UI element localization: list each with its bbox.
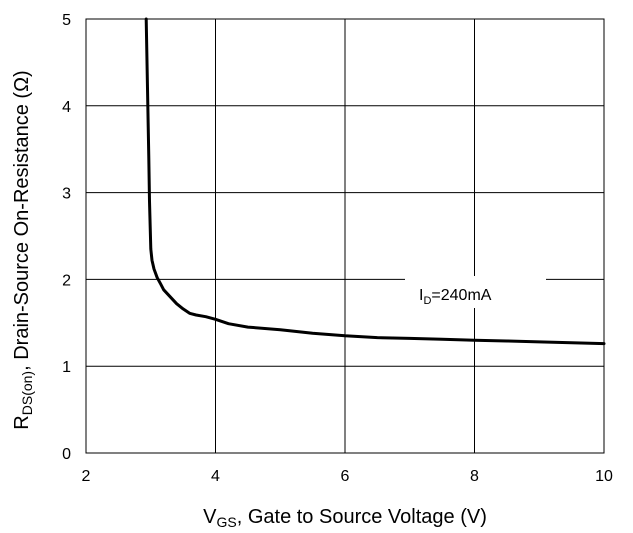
y-tick-label: 1 xyxy=(62,359,71,376)
x-axis-title-rest: , Gate to Source Voltage (V) xyxy=(237,506,487,528)
annotation-label: ID=240mA xyxy=(419,287,492,307)
annotation-background xyxy=(405,276,546,308)
grid xyxy=(85,18,605,454)
x-tick-labels: 2 4 6 8 10 xyxy=(82,468,613,485)
x-tick-label: 8 xyxy=(470,468,479,485)
y-tick-label: 0 xyxy=(62,446,71,463)
x-axis-title-main: V xyxy=(203,506,217,528)
y-axis-title-rest: , Drain-Source On-Resistance (Ω) xyxy=(11,70,33,371)
y-axis-title-sub: DS(on) xyxy=(19,371,35,415)
y-tick-labels: 0 1 2 3 4 5 xyxy=(62,12,71,463)
y-axis-title: RDS(on), Drain-Source On-Resistance (Ω) xyxy=(11,70,35,429)
y-tick-label: 3 xyxy=(62,186,71,203)
series-line xyxy=(144,17,606,346)
plot-frame xyxy=(85,18,605,454)
y-tick-label: 4 xyxy=(62,99,71,116)
x-tick-label: 2 xyxy=(82,468,91,485)
annotation-main: I xyxy=(419,287,423,304)
annotation-sub: D xyxy=(423,295,431,307)
x-tick-label: 4 xyxy=(211,468,220,485)
y-tick-label: 2 xyxy=(62,272,71,289)
annotation-rest: =240mA xyxy=(431,287,491,304)
x-axis-title: VGS, Gate to Source Voltage (V) xyxy=(203,506,487,530)
y-axis-title-main: R xyxy=(11,415,33,429)
y-tick-label: 5 xyxy=(62,12,71,29)
x-tick-label: 10 xyxy=(595,468,613,485)
x-tick-label: 6 xyxy=(341,468,350,485)
x-axis-title-sub: GS xyxy=(216,514,236,530)
